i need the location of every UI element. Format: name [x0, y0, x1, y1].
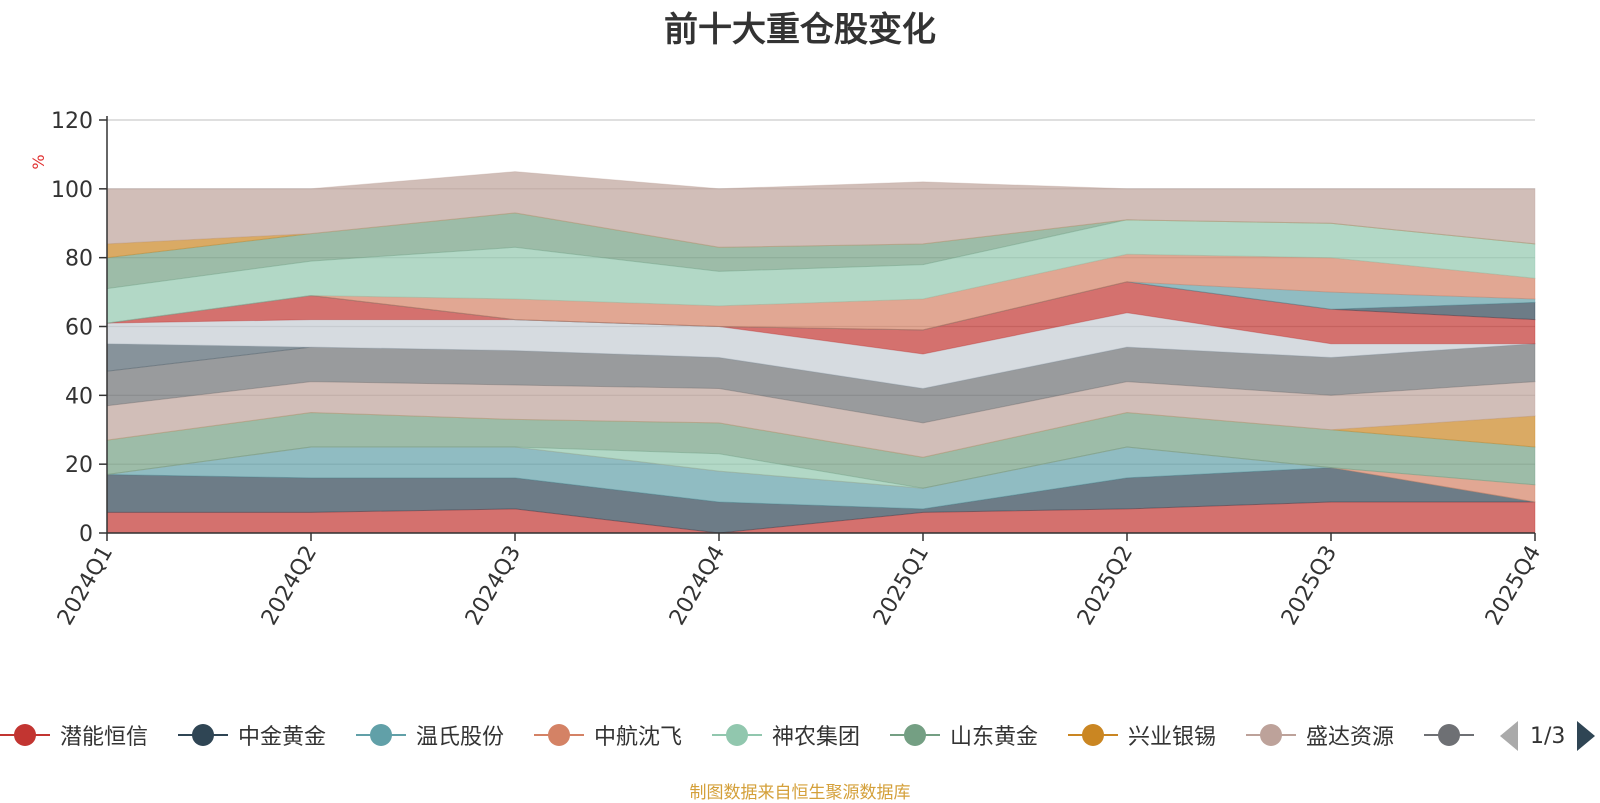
legend-prev-page-button[interactable]: [1500, 721, 1518, 751]
legend-marker-icon: [890, 722, 940, 748]
y-axis-unit-label: %: [29, 154, 48, 169]
legend-label: 山东黄金: [950, 725, 1039, 750]
legend-label: 潜能恒信: [60, 725, 149, 750]
legend-marker-icon: [534, 722, 584, 748]
legend-item[interactable]: 兴业银锡: [1068, 710, 1216, 760]
legend-item[interactable]: 盛达资源: [1246, 710, 1394, 760]
area-layer: [106, 171, 1536, 534]
x-tick-label: 2024Q4: [665, 542, 730, 630]
legend-marker-icon: [0, 722, 50, 748]
legend-label: 神农集团: [772, 725, 861, 750]
legend-label: 兴业银锡: [1128, 725, 1217, 750]
footnote: 制图数据来自恒生聚源数据库: [689, 783, 911, 803]
area-series-18[interactable]: [106, 171, 1536, 248]
legend-label: 中金黄金: [238, 725, 327, 750]
legend-page-indicator: 1/3: [1530, 723, 1566, 749]
legend-marker-icon: [712, 722, 762, 748]
legend-label: 盛达资源: [1306, 725, 1395, 750]
legend-item[interactable]: 潜能恒信: [0, 710, 148, 760]
y-tick-label: 20: [65, 453, 93, 478]
legend-item[interactable]: 温氏股份: [356, 710, 504, 760]
legend-marker-icon: [1068, 722, 1118, 748]
legend-marker-icon: [1424, 722, 1474, 748]
legend-item[interactable]: 赤峰黄金: [1424, 710, 1480, 760]
y-tick-label: 80: [65, 247, 93, 272]
area-series-14[interactable]: [106, 253, 1536, 331]
legend-item[interactable]: 中金黄金: [178, 710, 326, 760]
chart-title: 前十大重仓股变化: [664, 10, 936, 50]
legend-next-page-button[interactable]: [1577, 721, 1596, 751]
x-tick-label: 2024Q2: [257, 542, 322, 630]
legend-marker-icon: [1246, 722, 1296, 748]
legend-marker-icon: [356, 722, 406, 748]
x-tick-label: 2024Q1: [53, 542, 118, 630]
y-tick-label: 60: [65, 316, 93, 341]
legend-label: 中航沈飞: [594, 725, 683, 750]
y-tick-label: 120: [51, 109, 93, 134]
y-tick-label: 0: [79, 522, 93, 547]
area-series-5[interactable]: [106, 411, 1536, 489]
area-series-7[interactable]: [106, 381, 1536, 458]
x-tick-label: 2025Q3: [1277, 542, 1342, 630]
legend: 潜能恒信中金黄金温氏股份中航沈飞神农集团山东黄金兴业银锡盛达资源赤峰黄金洛阳钼业…: [0, 710, 1480, 760]
x-tick-label: 2025Q4: [1481, 542, 1546, 630]
area-series-1[interactable]: [106, 467, 1536, 534]
x-tick-label: 2025Q1: [869, 542, 934, 630]
x-tick-label: 2025Q2: [1073, 542, 1138, 630]
y-tick-label: 100: [51, 178, 93, 203]
legend-pager: 1/3: [1500, 718, 1596, 754]
legend-item[interactable]: 神农集团: [712, 710, 860, 760]
legend-marker-icon: [178, 722, 228, 748]
legend-item[interactable]: 中航沈飞: [534, 710, 682, 760]
area-series-16[interactable]: [106, 212, 1536, 290]
legend-label: 温氏股份: [416, 725, 505, 750]
x-tick-label: 2024Q3: [461, 542, 526, 630]
y-tick-label: 40: [65, 384, 93, 409]
area-series-15[interactable]: [106, 219, 1536, 324]
area-series-8[interactable]: [106, 343, 1536, 424]
legend-item[interactable]: 山东黄金: [890, 710, 1038, 760]
